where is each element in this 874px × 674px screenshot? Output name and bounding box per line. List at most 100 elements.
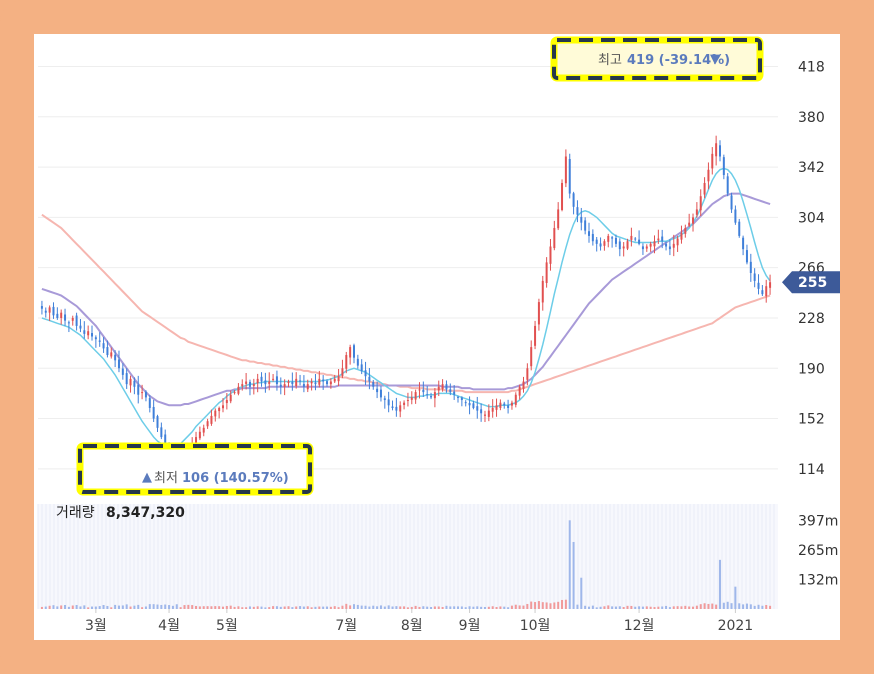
candle-body[interactable] [56, 313, 59, 318]
candle-body[interactable] [410, 397, 413, 400]
candle-body[interactable] [483, 414, 486, 416]
candle-body[interactable] [314, 382, 317, 385]
candle-body[interactable] [256, 378, 259, 384]
candle-body[interactable] [707, 169, 710, 182]
candle-body[interactable] [364, 370, 367, 377]
candle-body[interactable] [595, 239, 598, 244]
candle-body[interactable] [60, 312, 63, 318]
candle-body[interactable] [437, 386, 440, 391]
candle-body[interactable] [414, 392, 417, 400]
candle-body[interactable] [453, 391, 456, 395]
candle-body[interactable] [264, 380, 267, 385]
candle-body[interactable] [503, 403, 506, 406]
candle-body[interactable] [753, 273, 756, 281]
candle-body[interactable] [383, 398, 386, 401]
candle-body[interactable] [306, 384, 309, 390]
candle-body[interactable] [653, 241, 656, 247]
candle-body[interactable] [418, 389, 421, 391]
candle-body[interactable] [129, 378, 132, 386]
candle-body[interactable] [722, 157, 725, 176]
candle-body[interactable] [630, 235, 633, 240]
candle-body[interactable] [302, 384, 305, 387]
candle-body[interactable] [588, 231, 590, 236]
candle-body[interactable] [137, 384, 140, 395]
candle-body[interactable] [360, 364, 363, 371]
candle-body[interactable] [141, 392, 144, 394]
candle-body[interactable] [526, 368, 529, 380]
candle-body[interactable] [441, 384, 444, 390]
candle-body[interactable] [275, 376, 278, 385]
candle-body[interactable] [518, 386, 521, 396]
candle-body[interactable] [726, 176, 729, 194]
candle-body[interactable] [549, 246, 552, 264]
candle-body[interactable] [376, 388, 379, 393]
candle-body[interactable] [584, 220, 587, 231]
candle-body[interactable] [222, 405, 224, 409]
candle-body[interactable] [730, 195, 733, 210]
candle-body[interactable] [225, 400, 228, 404]
candle-body[interactable] [287, 381, 290, 383]
candle-body[interactable] [684, 227, 687, 234]
candle-body[interactable] [403, 402, 406, 405]
candle-body[interactable] [241, 384, 244, 387]
candle-body[interactable] [460, 397, 463, 401]
candle-body[interactable] [195, 437, 198, 447]
candle-body[interactable] [734, 209, 737, 223]
candle-body[interactable] [572, 193, 575, 207]
candle-body[interactable] [699, 196, 702, 211]
candle-body[interactable] [52, 306, 55, 316]
candle-body[interactable] [541, 280, 544, 303]
candle-body[interactable] [229, 394, 232, 402]
candle-body[interactable] [611, 237, 614, 239]
candle-body[interactable] [545, 262, 548, 283]
candle-body[interactable] [40, 306, 43, 309]
candle-body[interactable] [356, 358, 359, 366]
candle-body[interactable] [757, 282, 760, 289]
candle-body[interactable] [507, 405, 510, 408]
candle-body[interactable] [476, 406, 479, 411]
candle-body[interactable] [206, 421, 209, 427]
candle-body[interactable] [395, 406, 398, 411]
candle-body[interactable] [272, 378, 275, 380]
candle-body[interactable] [87, 331, 90, 336]
candle-body[interactable] [237, 386, 240, 394]
candle-body[interactable] [495, 405, 498, 410]
candle-body[interactable] [114, 354, 117, 361]
candle-body[interactable] [457, 396, 460, 398]
candle-body[interactable] [676, 238, 679, 246]
candle-body[interactable] [672, 243, 675, 248]
candle-body[interactable] [638, 239, 641, 244]
candle-body[interactable] [98, 340, 101, 342]
candle-body[interactable] [742, 237, 745, 250]
candle-body[interactable] [144, 391, 147, 398]
candle-body[interactable] [326, 381, 329, 385]
candle-body[interactable] [71, 317, 74, 321]
candle-body[interactable] [310, 381, 313, 384]
candle-body[interactable] [91, 333, 94, 337]
candle-body[interactable] [514, 394, 517, 405]
candle-body[interactable] [564, 156, 567, 184]
candle-body[interactable] [499, 402, 502, 408]
candle-body[interactable] [268, 381, 271, 384]
candle-body[interactable] [510, 402, 513, 406]
candle-body[interactable] [530, 347, 533, 367]
candle-body[interactable] [468, 403, 471, 406]
candle-body[interactable] [156, 416, 159, 428]
candle-body[interactable] [48, 307, 51, 313]
candles[interactable] [40, 135, 772, 482]
candle-body[interactable] [94, 337, 97, 340]
candle-body[interactable] [67, 322, 70, 324]
candle-body[interactable] [711, 153, 714, 169]
candle-body[interactable] [210, 415, 213, 424]
candle-body[interactable] [279, 384, 282, 387]
candle-body[interactable] [718, 145, 721, 157]
candle-body[interactable] [368, 376, 371, 382]
candle-body[interactable] [372, 381, 375, 387]
candle-body[interactable] [121, 368, 124, 375]
candle-body[interactable] [534, 325, 537, 346]
candle-body[interactable] [603, 241, 606, 246]
candle-body[interactable] [661, 236, 664, 242]
candle-body[interactable] [491, 407, 494, 412]
candle-body[interactable] [426, 394, 429, 396]
candle-body[interactable] [472, 403, 475, 408]
